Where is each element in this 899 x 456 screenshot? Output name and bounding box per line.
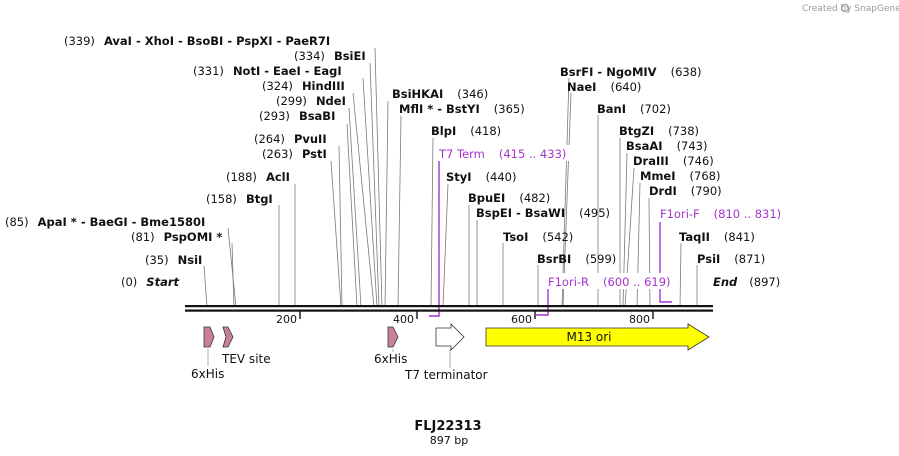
site-label-drdi: DrdI (790) [649, 184, 722, 198]
site-label-bpuei: BpuEI (482) [468, 191, 550, 205]
plasmid-title: FLJ22313 [414, 419, 481, 434]
feature-label-t7-terminator: T7 terminator [404, 368, 488, 382]
tick-200: 200 [276, 311, 301, 326]
leader-styi [442, 183, 449, 308]
site-label-taqii: TaqII (841) [679, 230, 755, 244]
site-label-styi: StyI (440) [446, 170, 517, 184]
tick-label: 800 [629, 313, 650, 326]
site-label-blpi: BlpI (418) [431, 124, 501, 138]
leader-pvuii [338, 145, 343, 308]
site-label-ndei: (299) NdeI [276, 94, 346, 108]
leader-naei [562, 92, 572, 308]
tick-600: 600 [511, 311, 536, 326]
site-label-pvuii: (264) PvuII [254, 132, 327, 146]
credit-text: Created by SnapGene [802, 4, 899, 14]
site-label-bsihkai: BsiHKAI (346) [392, 87, 488, 101]
tick-400: 400 [393, 311, 418, 326]
f1ori-r-primer-mark [536, 288, 549, 316]
site-label-psti: (263) PstI [262, 147, 327, 161]
tev-site-arrow [222, 326, 234, 348]
start-end-labels: (0) Start End (897) [121, 275, 780, 289]
leader-noti [362, 77, 378, 308]
site-label-bsaai: BsaAI (743) [626, 139, 708, 153]
leader-mfli [397, 115, 402, 308]
site-label-hindiii: (324) HindIII [262, 79, 345, 93]
t7-terminator-arrow [435, 323, 465, 351]
feature-label-6xhis-2: 6xHis [374, 352, 407, 366]
leader-taqii [679, 242, 682, 308]
site-label-bsiei: (334) BsiEI [294, 49, 366, 63]
site-label-bani: BanI (702) [597, 102, 671, 116]
site-label-draiii: DraIII (746) [633, 154, 714, 168]
tick-label: 600 [511, 313, 532, 326]
site-label-mfli: MflI * - BstYI (365) [399, 102, 525, 116]
tick-800: 800 [629, 311, 654, 326]
f1ori-f-primer-mark [659, 220, 672, 303]
primer-f1ori-f: F1ori-F (810 .. 831) [660, 207, 781, 221]
tick-label: 200 [276, 313, 297, 326]
leader-bsiei [369, 62, 380, 308]
m13-ori-arrow [485, 323, 710, 351]
site-label-mmei: MmeI (768) [640, 169, 720, 183]
restriction-site-labels: (35) NsiI (81) PspOMI *(85) ApaI * - BaeGI -… [5, 34, 765, 267]
site-label-bspei: BspEI - BsaWI (495) [476, 206, 610, 220]
leader-apai [227, 227, 237, 308]
site-label-pspomi: (81) PspOMI * [131, 230, 222, 244]
site-label-tsoi: TsoI (542) [503, 230, 573, 244]
sequence-backbone [185, 305, 713, 312]
leader-nsii [203, 265, 208, 308]
leader-blpi [430, 137, 434, 308]
site-label-apai: (85) ApaI * - BaeGI - Bme1580I [5, 215, 205, 229]
leader-bsabi [346, 123, 358, 308]
feature-label-6xhis: 6xHis [191, 367, 224, 381]
leader-ndei [348, 107, 362, 308]
site-label-noti: (331) NotI - EaeI - EagI [193, 64, 342, 78]
site-label-acli: (188) AclI [226, 170, 290, 184]
feature-track: 6xHis TEV site 6xHis T7 terminator M13 o… [191, 323, 710, 382]
plasmid-size: 897 bp [430, 434, 468, 447]
6xhis-arrow [203, 326, 215, 348]
6xhis-arrow-2 [387, 326, 399, 348]
snapgene-credit: Created by SnapGene [802, 3, 899, 14]
snapgene-logo-icon [840, 3, 850, 13]
site-label-btgi: (158) BtgI [206, 192, 273, 206]
site-label-btgzi: BtgZI (738) [619, 124, 699, 138]
site-leader-lines [203, 47, 698, 308]
leader-avai [374, 47, 383, 308]
site-label-avai: (339) AvaI - XhoI - BsoBI - PspXI - PaeR7… [64, 34, 330, 48]
primer-labels: T7 Term (415 .. 433) F1ori-F (810 .. 831) … [436, 145, 783, 289]
ruler-ticks: 200 400 600 800 [276, 311, 654, 326]
end-label: End (897) [713, 275, 780, 289]
feature-label-m13-ori: M13 ori [566, 330, 611, 344]
site-label-bsrfi: BsrFI - NgoMIV (638) [560, 65, 702, 79]
leader-drdi [648, 197, 651, 308]
leader-bsihkai [384, 100, 389, 308]
feature-label-tev-site: TEV site [221, 352, 271, 366]
leader-bsrfi [561, 77, 570, 308]
leader-psti [330, 160, 342, 308]
site-label-nsii: (35) NsiI [145, 253, 202, 267]
start-label: (0) Start [121, 275, 180, 289]
tick-label: 400 [393, 313, 414, 326]
t7-term-primer-mark [429, 161, 440, 317]
leader-hindiii [352, 92, 375, 308]
primer-f1ori-r: F1ori-R (600 .. 619) [548, 275, 671, 289]
primer-t7-term: T7 Term (415 .. 433) [438, 147, 566, 161]
site-label-bsabi: (293) BsaBI [259, 109, 335, 123]
primer-marks [429, 161, 672, 317]
site-label-naei: NaeI (640) [567, 80, 641, 94]
site-label-psii: PsiI (871) [697, 252, 765, 266]
site-label-bsrbi: BsrBI (599) [537, 252, 616, 266]
